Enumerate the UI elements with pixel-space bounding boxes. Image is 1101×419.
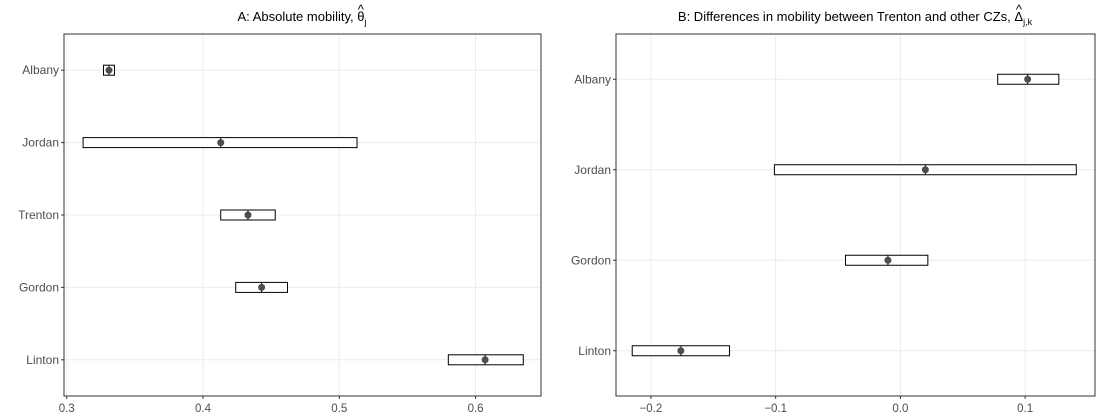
chart-title: A: Absolute mobility, θj (238, 9, 367, 27)
y-tick-label-gordon: Gordon (19, 280, 59, 294)
chart-title-text: A: Absolute mobility, (238, 9, 358, 24)
y-tick-label-jordan: Jordan (22, 136, 59, 150)
y-tick-label-trenton: Trenton (18, 208, 59, 222)
panel-border (615, 33, 1096, 397)
point-jordan (217, 139, 225, 147)
point-albany (1024, 75, 1032, 83)
panel-b: B: Differences in mobility between Trent… (571, 2, 1096, 415)
x-tick-label: 0.1 (1017, 403, 1033, 415)
chart-title-hat: ^ (358, 2, 365, 17)
chart-title-text: B: Differences in mobility between Trent… (678, 9, 1014, 24)
point-linton (481, 356, 489, 364)
point-jordan (921, 166, 929, 174)
panel-a: A: Absolute mobility, θj Albany Jordan Tren… (18, 2, 542, 415)
y-tick-label-linton: Linton (578, 344, 611, 358)
x-tick-label: −0.1 (764, 403, 787, 415)
chart-title-math: θ (357, 9, 364, 24)
point-gordon (258, 283, 266, 291)
point-albany (105, 66, 113, 74)
x-tick-label: 0.5 (331, 403, 347, 415)
x-tick-label: −0.2 (640, 403, 663, 415)
y-tick-label-albany: Albany (22, 63, 59, 77)
point-linton (677, 347, 685, 355)
point-trenton (244, 211, 252, 219)
y-tick-label-linton: Linton (26, 353, 59, 367)
chart-title-math-subscript: j (363, 17, 366, 27)
chart-title: B: Differences in mobility between Trent… (678, 9, 1033, 27)
point-gordon (884, 256, 892, 264)
y-tick-label-jordan: Jordan (574, 163, 611, 177)
x-tick-label: 0.0 (892, 403, 908, 415)
x-tick-label: 0.4 (195, 403, 212, 415)
y-tick-label-gordon: Gordon (571, 253, 611, 267)
chart-title-math-subscript: j,k (1022, 17, 1033, 27)
x-tick-label: 0.6 (468, 403, 484, 415)
chart-title-hat: ^ (1016, 2, 1023, 17)
chart-title-math: Δ (1014, 9, 1023, 24)
y-tick-label-albany: Albany (574, 72, 611, 86)
x-tick-label: 0.3 (59, 403, 75, 415)
